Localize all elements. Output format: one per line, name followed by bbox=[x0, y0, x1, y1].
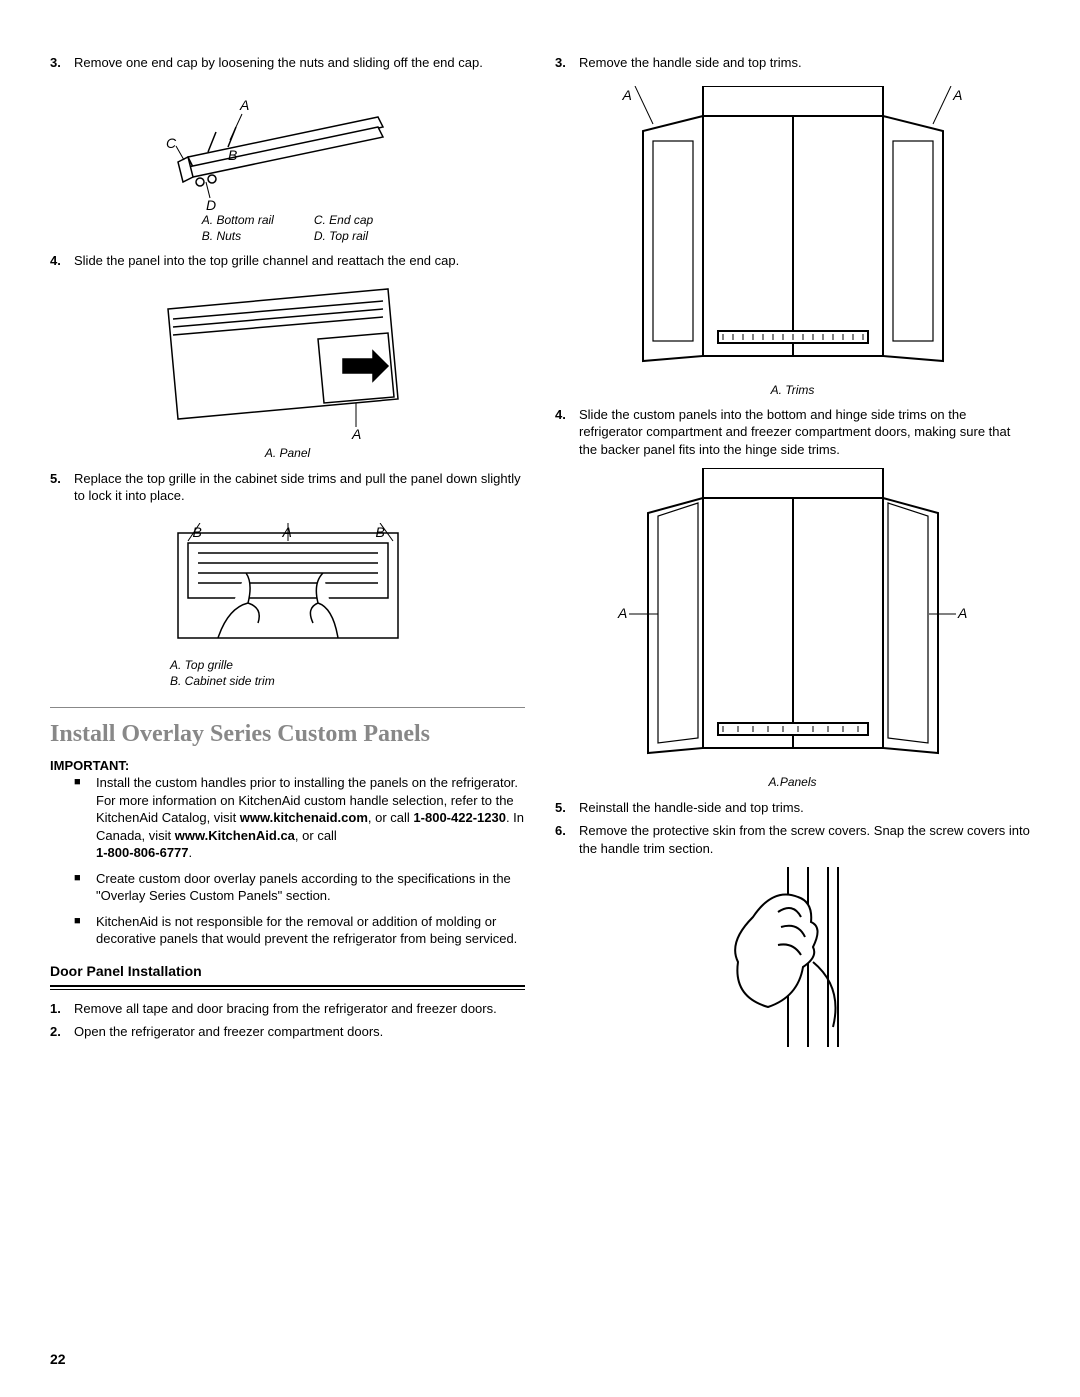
right-column: 3. Remove the handle side and top trims.… bbox=[555, 54, 1030, 1055]
important-list: Install the custom handles prior to inst… bbox=[74, 774, 525, 948]
left-step-5: 5. Replace the top grille in the cabinet… bbox=[50, 470, 525, 505]
figure-top-grille: B A B A. Top grille bbox=[50, 523, 525, 689]
step-text: Remove all tape and door bracing from th… bbox=[74, 1000, 525, 1018]
step-text: Replace the top grille in the cabinet si… bbox=[74, 470, 525, 505]
figure-caption: A. Panel bbox=[50, 445, 525, 461]
figure-caption: A.Panels bbox=[555, 774, 1030, 790]
step-text: Remove one end cap by loosening the nuts… bbox=[74, 54, 525, 72]
label-A: A bbox=[239, 97, 249, 113]
figure-trims: A A A. Trims bbox=[555, 86, 1030, 398]
door-step-2: 2. Open the refrigerator and freezer com… bbox=[50, 1023, 525, 1041]
figure-legend: A. Bottom rail B. Nuts C. End cap D. Top… bbox=[50, 212, 525, 244]
step-num: 4. bbox=[50, 252, 74, 270]
step-num: 6. bbox=[555, 822, 579, 857]
step-num: 2. bbox=[50, 1023, 74, 1041]
label-B: B bbox=[228, 147, 237, 163]
left-step-3: 3. Remove one end cap by loosening the n… bbox=[50, 54, 525, 72]
left-column: 3. Remove one end cap by loosening the n… bbox=[50, 54, 525, 1055]
left-step-4: 4. Slide the panel into the top grille c… bbox=[50, 252, 525, 270]
right-step-3: 3. Remove the handle side and top trims. bbox=[555, 54, 1030, 72]
legend-d: D. Top rail bbox=[314, 228, 373, 244]
legend-b: B. Nuts bbox=[202, 228, 274, 244]
rule-thin bbox=[50, 989, 525, 990]
step-text: Open the refrigerator and freezer compar… bbox=[74, 1023, 525, 1041]
bullet-2: Create custom door overlay panels accord… bbox=[74, 870, 525, 905]
label-B: B bbox=[193, 523, 202, 542]
right-step-4: 4. Slide the custom panels into the bott… bbox=[555, 406, 1030, 459]
label-A-right: A bbox=[957, 605, 967, 621]
section-title: Install Overlay Series Custom Panels bbox=[50, 718, 525, 750]
right-step-6: 6. Remove the protective skin from the s… bbox=[555, 822, 1030, 857]
important-label: IMPORTANT: bbox=[50, 757, 525, 775]
step-num: 5. bbox=[50, 470, 74, 505]
step-text: Remove the handle side and top trims. bbox=[579, 54, 1030, 72]
step-num: 3. bbox=[555, 54, 579, 72]
label-D: D bbox=[206, 197, 216, 212]
step-num: 3. bbox=[50, 54, 74, 72]
step-text: Slide the custom panels into the bottom … bbox=[579, 406, 1030, 459]
label-A: A bbox=[283, 523, 292, 542]
page-number: 22 bbox=[50, 1350, 66, 1369]
figure-legend: A. Top grille B. Cabinet side trim bbox=[170, 657, 525, 689]
figure-panels: A A A.Panels bbox=[555, 468, 1030, 790]
step-text: Slide the panel into the top grille chan… bbox=[74, 252, 525, 270]
label-A-left: A bbox=[623, 86, 632, 105]
step-text: Reinstall the handle-side and top trims. bbox=[579, 799, 1030, 817]
legend-a: A. Bottom rail bbox=[202, 212, 274, 228]
bullet-1: Install the custom handles prior to inst… bbox=[74, 774, 525, 862]
legend-c: C. End cap bbox=[314, 212, 373, 228]
door-step-1: 1. Remove all tape and door bracing from… bbox=[50, 1000, 525, 1018]
label-C: C bbox=[166, 135, 177, 151]
step-num: 4. bbox=[555, 406, 579, 459]
label-A-right: A bbox=[953, 86, 962, 105]
right-step-5: 5. Reinstall the handle-side and top tri… bbox=[555, 799, 1030, 817]
step-num: 1. bbox=[50, 1000, 74, 1018]
step-num: 5. bbox=[555, 799, 579, 817]
bullet-3: KitchenAid is not responsible for the re… bbox=[74, 913, 525, 948]
figure-endcap: A C B D A. Bottom rail B. Nuts C. End ca… bbox=[50, 82, 525, 244]
label-B2: B bbox=[376, 523, 385, 542]
figure-screw-cover bbox=[555, 867, 1030, 1047]
figure-caption: A. Trims bbox=[555, 382, 1030, 398]
step-text: Remove the protective skin from the scre… bbox=[579, 822, 1030, 857]
subsection-heading: Door Panel Installation bbox=[50, 962, 525, 981]
label-A-left: A bbox=[617, 605, 627, 621]
label-A: A bbox=[351, 426, 361, 439]
rule-thick bbox=[50, 985, 525, 987]
legend-a: A. Top grille bbox=[170, 657, 525, 673]
legend-b: B. Cabinet side trim bbox=[170, 673, 525, 689]
figure-panel-slide: A A. Panel bbox=[50, 279, 525, 461]
section-divider bbox=[50, 707, 525, 708]
